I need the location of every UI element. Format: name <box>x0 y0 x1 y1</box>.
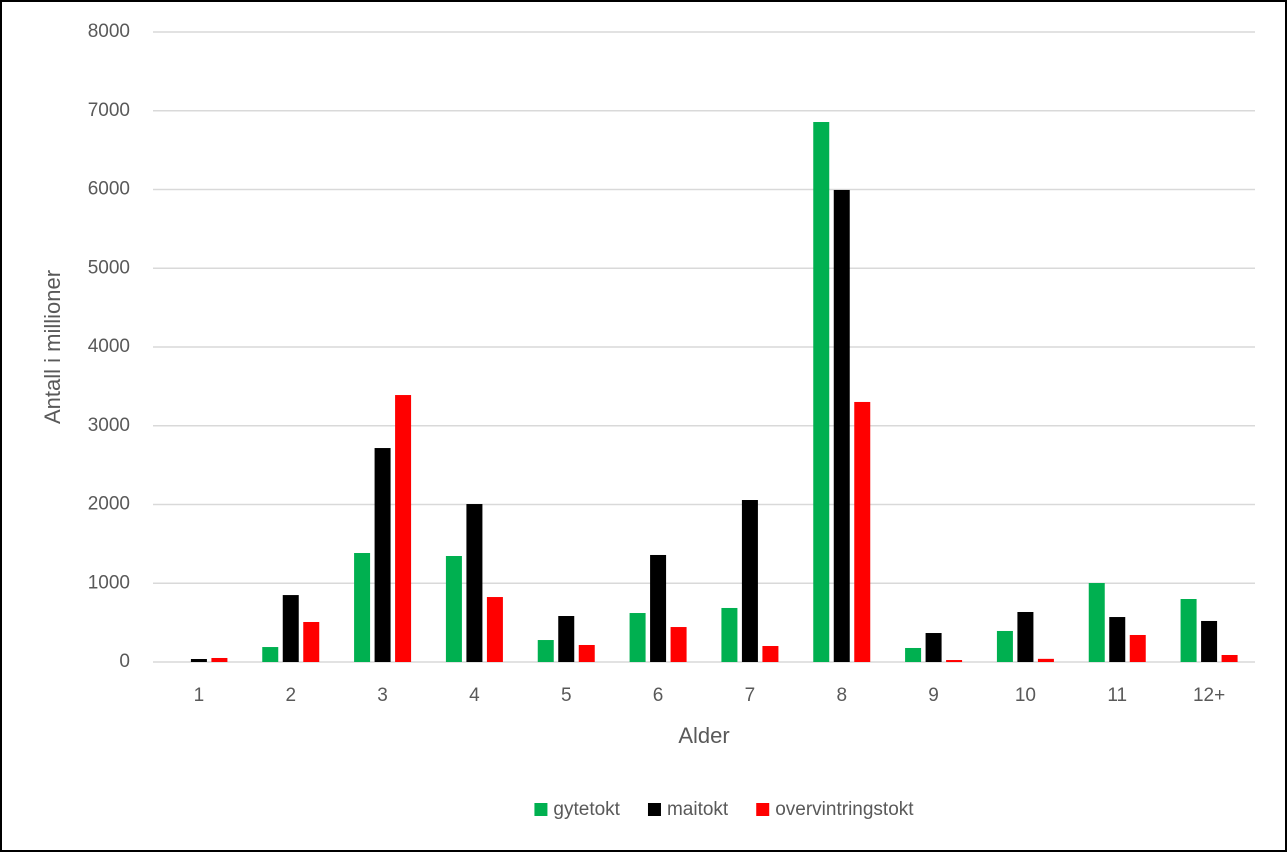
bar <box>813 122 830 663</box>
x-tick-label: 4 <box>469 685 480 706</box>
bar <box>262 647 279 662</box>
y-tick-label: 2000 <box>88 494 130 515</box>
x-tick-label: 11 <box>1107 685 1127 706</box>
legend-label: maitokt <box>667 799 729 820</box>
bar <box>537 640 554 662</box>
x-tick-label: 2 <box>285 685 296 706</box>
legend-label: overvintringstokt <box>775 799 914 820</box>
bar <box>1017 611 1034 662</box>
x-tick-label: 1 <box>194 685 205 706</box>
x-tick-label: 12+ <box>1193 685 1225 706</box>
bar <box>303 621 320 662</box>
bar <box>1088 583 1105 662</box>
x-tick-label: 8 <box>836 685 847 706</box>
y-tick-label: 5000 <box>88 257 130 278</box>
legend-swatch <box>534 803 548 816</box>
y-tick-label: 1000 <box>88 572 130 593</box>
x-tick-label: 5 <box>561 685 572 706</box>
bar <box>466 504 483 662</box>
y-tick-label: 8000 <box>88 21 130 42</box>
bar <box>1180 599 1197 662</box>
x-tick-label: 9 <box>928 685 939 706</box>
bar <box>1129 634 1146 662</box>
bar <box>854 401 871 662</box>
bar <box>721 607 738 662</box>
bar <box>741 500 758 662</box>
bar <box>395 395 412 662</box>
x-tick-label: 7 <box>745 685 756 706</box>
bar <box>211 657 228 662</box>
bar <box>629 613 646 662</box>
bar <box>1201 620 1218 662</box>
bar <box>1221 654 1238 662</box>
legend-swatch <box>756 803 770 816</box>
bar <box>925 633 942 662</box>
y-tick-label: 6000 <box>88 179 130 200</box>
bar <box>374 448 391 662</box>
x-tick-label: 6 <box>653 685 664 706</box>
y-axis-label: Antall i millioner <box>40 270 65 424</box>
bar <box>558 616 575 662</box>
bar <box>190 659 207 662</box>
y-tick-label: 4000 <box>88 336 130 357</box>
legend-label: gytetokt <box>553 799 620 820</box>
x-axis-label: Alder <box>678 723 729 748</box>
bar <box>946 660 963 662</box>
bar <box>1109 617 1126 662</box>
y-tick-label: 7000 <box>88 100 130 121</box>
bar <box>762 646 779 662</box>
bar <box>486 597 503 662</box>
bar <box>578 644 595 662</box>
y-tick-label: 0 <box>119 651 130 672</box>
bar <box>905 647 922 662</box>
bar <box>282 595 299 662</box>
bar <box>1037 658 1054 662</box>
bar <box>445 556 462 662</box>
bar <box>833 189 850 662</box>
x-tick-label: 3 <box>377 685 388 706</box>
bar <box>670 627 687 662</box>
legend-swatch <box>647 803 661 816</box>
bar <box>650 554 667 662</box>
bar <box>996 630 1013 662</box>
x-tick-label: 10 <box>1015 685 1036 706</box>
y-tick-label: 3000 <box>88 415 130 436</box>
bar <box>354 553 371 662</box>
